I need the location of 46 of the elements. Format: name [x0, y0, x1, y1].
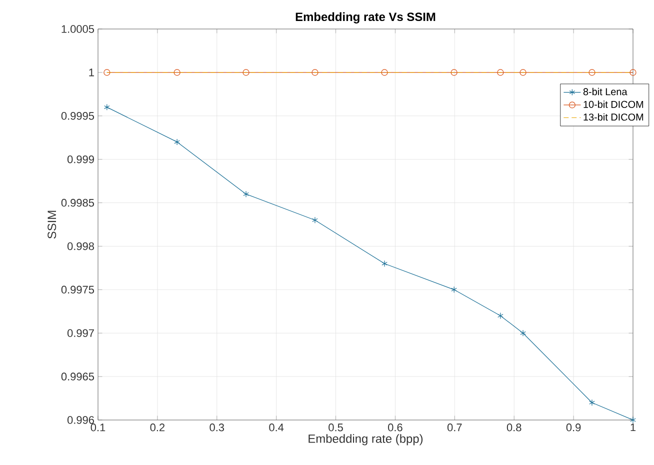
point: [520, 69, 526, 76]
legend-label: 13-bit DICOM: [584, 113, 644, 121]
point: [451, 286, 457, 293]
point: [242, 69, 250, 76]
y-tick-label: 0.997: [67, 329, 94, 337]
point: [497, 69, 504, 76]
y-tick-label: 0.999: [67, 155, 94, 164]
point: [588, 69, 596, 76]
point: [630, 416, 636, 424]
point: [630, 69, 636, 76]
x-tick-label: 0.4: [269, 424, 284, 432]
point: [498, 312, 504, 320]
x-tick-label: 0.8: [506, 424, 522, 432]
y-axis-title: SSIM: [48, 210, 56, 239]
x-tick-label: 0.2: [150, 424, 165, 432]
point: [450, 69, 458, 76]
x-tick-label: 1: [630, 424, 636, 432]
point: [104, 104, 110, 110]
y-tick-label: 0.9975: [61, 286, 94, 294]
point: [104, 69, 110, 76]
x-axis-title: Embedding rate (bpp): [308, 434, 423, 446]
point: [174, 138, 180, 146]
point: [589, 399, 595, 406]
y-tick-label: 1.0005: [62, 25, 94, 33]
y-tick-label: 0.996: [67, 416, 94, 424]
y-tick-label: 0.9985: [61, 198, 94, 207]
y-tick-label: 1: [89, 68, 94, 76]
legend-label: 10-bit DICOM: [584, 100, 644, 108]
y-tick-label: 0.9995: [61, 112, 94, 120]
point: [312, 216, 318, 224]
x-tick-label: 0.6: [388, 424, 402, 432]
legend-label: 8-bit Lena: [583, 88, 628, 96]
point: [243, 190, 249, 198]
point: [382, 260, 388, 267]
chart-title: Embedding rate Vs SSIM: [296, 12, 436, 24]
y-tick-label: 0.998: [67, 242, 94, 250]
x-tick-label: 0.5: [328, 424, 343, 432]
x-tick-label: 0.1: [90, 424, 106, 432]
point: [312, 69, 318, 76]
x-tick-label: 0.7: [447, 424, 462, 432]
point: [381, 69, 388, 76]
point: [174, 69, 180, 76]
point: [520, 330, 526, 336]
y-tick-label: 0.9965: [61, 372, 94, 380]
x-tick-label: 0.3: [210, 424, 224, 432]
x-tick-label: 0.9: [566, 424, 581, 432]
